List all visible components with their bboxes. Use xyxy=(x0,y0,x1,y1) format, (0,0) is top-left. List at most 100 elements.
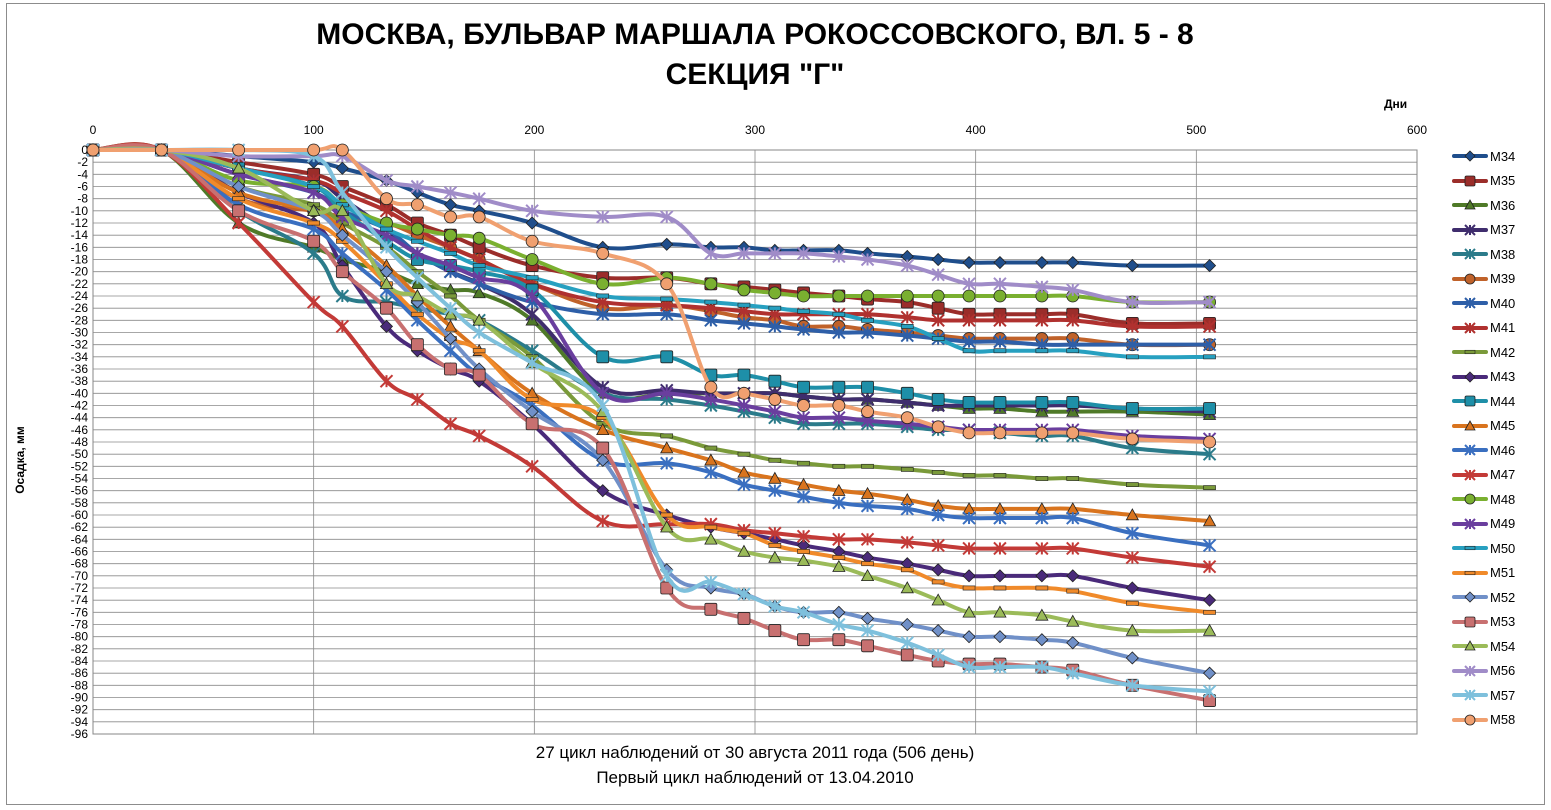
legend-swatch xyxy=(1452,297,1488,309)
data-point xyxy=(660,210,674,224)
data-point xyxy=(660,386,674,401)
data-point xyxy=(232,196,245,202)
data-point xyxy=(1066,255,1080,270)
legend-marker xyxy=(1464,444,1476,456)
data-point xyxy=(796,490,811,504)
data-point xyxy=(1066,511,1080,525)
data-point xyxy=(962,585,976,591)
data-point xyxy=(379,277,394,290)
data-point xyxy=(962,630,976,644)
data-point xyxy=(472,348,486,354)
y-tick-label: -10 xyxy=(71,204,89,218)
series-M54 xyxy=(86,143,1217,636)
data-point xyxy=(1203,354,1216,360)
data-point xyxy=(1066,636,1080,650)
data-point xyxy=(472,271,486,285)
data-point xyxy=(704,465,718,480)
legend-label: M57 xyxy=(1490,687,1516,703)
data-point xyxy=(379,319,394,333)
data-point xyxy=(832,496,846,510)
data-point xyxy=(1202,447,1217,461)
data-point xyxy=(861,463,874,469)
data-point xyxy=(660,296,674,302)
y-tick-label: -38 xyxy=(71,374,89,388)
data-point xyxy=(737,368,751,382)
data-point xyxy=(768,526,782,540)
data-point xyxy=(737,530,751,536)
data-point xyxy=(962,511,976,525)
legend-marker xyxy=(1464,493,1476,505)
data-point xyxy=(832,399,846,412)
data-point xyxy=(472,429,486,443)
x-tick-label: 400 xyxy=(966,123,986,137)
data-point xyxy=(1066,666,1080,680)
data-point xyxy=(1203,593,1217,607)
data-point xyxy=(832,483,846,496)
y-tick-label: -52 xyxy=(71,459,89,473)
data-point xyxy=(797,289,810,303)
data-point xyxy=(704,392,718,407)
data-point xyxy=(1035,541,1049,556)
data-point xyxy=(1125,581,1139,595)
y-tick-label: -54 xyxy=(71,472,89,486)
data-point xyxy=(660,441,674,454)
data-point xyxy=(768,599,782,613)
data-point xyxy=(1202,560,1217,574)
data-point xyxy=(307,220,320,226)
data-point xyxy=(900,581,914,594)
data-point xyxy=(737,465,751,478)
data-point xyxy=(1066,476,1080,481)
data-point xyxy=(860,486,875,499)
data-point xyxy=(931,563,945,577)
data-point xyxy=(797,399,810,412)
data-point xyxy=(1066,426,1080,440)
legend-swatch xyxy=(1452,199,1488,210)
legend-item-M40: M40 xyxy=(1452,293,1515,313)
data-point xyxy=(900,535,914,550)
y-tick-label: -80 xyxy=(71,630,89,644)
data-point xyxy=(525,204,539,218)
data-point xyxy=(737,587,751,601)
data-point xyxy=(900,289,914,303)
data-point xyxy=(596,293,610,299)
y-tick-label: -28 xyxy=(71,313,89,327)
data-point xyxy=(931,336,945,341)
y-tick-label: -92 xyxy=(71,703,89,717)
data-point xyxy=(797,308,810,314)
data-point xyxy=(900,567,914,573)
data-point xyxy=(335,185,350,200)
data-point xyxy=(410,392,425,407)
data-point xyxy=(860,499,875,513)
legend-label: M54 xyxy=(1490,638,1516,654)
data-point xyxy=(410,289,425,302)
data-point xyxy=(660,277,674,291)
data-point xyxy=(796,605,811,620)
data-point xyxy=(796,529,811,543)
legend-marker xyxy=(1464,689,1476,701)
y-tick-label: -72 xyxy=(71,581,89,595)
data-point xyxy=(860,611,875,625)
data-point xyxy=(155,143,168,157)
data-point xyxy=(861,289,874,303)
data-point xyxy=(335,204,350,217)
series-M52 xyxy=(86,143,1217,680)
data-point xyxy=(231,216,246,230)
y-tick-label: -56 xyxy=(71,484,89,498)
data-point xyxy=(307,143,321,157)
data-point xyxy=(931,508,945,522)
data-point xyxy=(931,393,945,406)
data-point xyxy=(660,237,674,251)
data-point xyxy=(1035,476,1049,481)
legend-marker xyxy=(1464,349,1476,355)
data-point xyxy=(962,426,976,440)
legend-swatch xyxy=(1452,714,1488,725)
legend-marker xyxy=(1464,395,1476,407)
x-axis-unit-label: Дни xyxy=(1384,97,1408,111)
legend-item-M51: M51 xyxy=(1452,563,1515,583)
legend-swatch xyxy=(1452,248,1488,260)
data-point xyxy=(410,338,424,352)
legend-item-M43: M43 xyxy=(1452,367,1515,387)
data-point xyxy=(306,204,321,217)
chart-title-line2: СЕКЦИЯ "Г" xyxy=(665,58,845,91)
legend-label: M44 xyxy=(1490,393,1516,409)
